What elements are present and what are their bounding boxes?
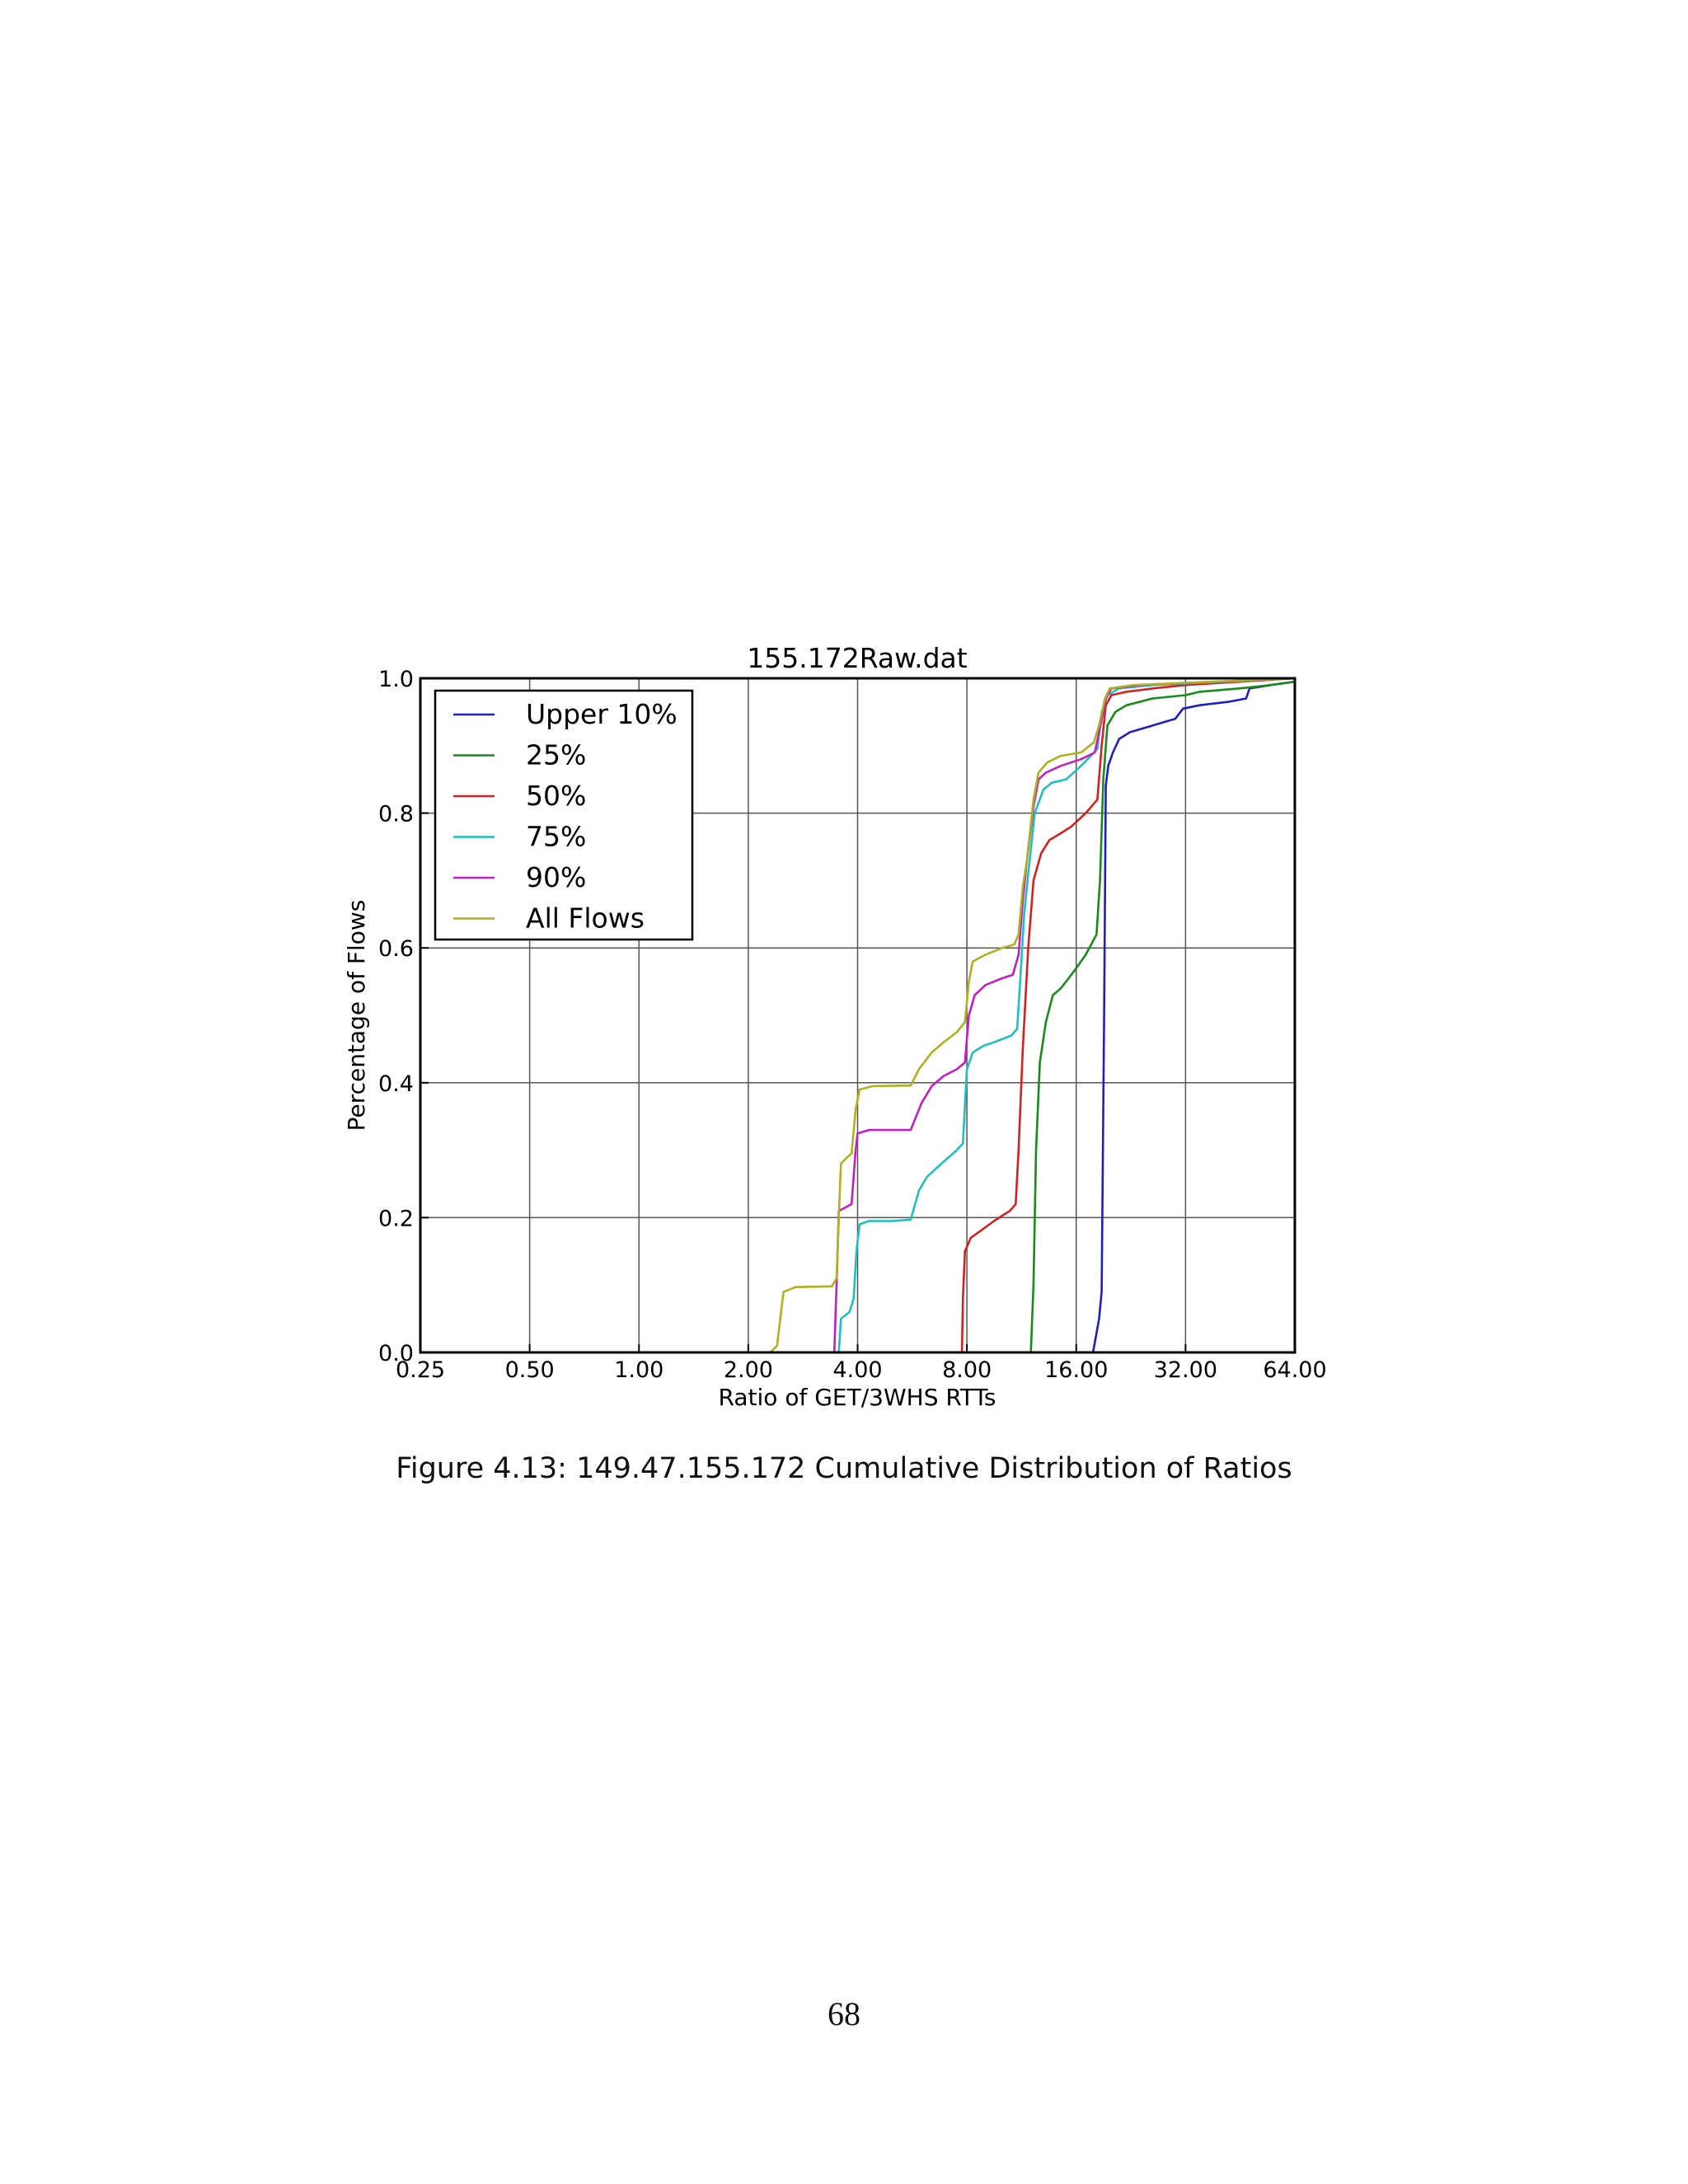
x-tick-label: 64.00 [1263,1357,1326,1383]
legend-label: 25% [526,739,586,771]
legend-label: 75% [526,821,586,853]
ticks: 0.25 0.50 1.00 2.00 4.00 8.00 16.00 32.00 64.00 0… [378,667,1327,1383]
figure-caption: Figure 4.13: 149.47.155.172 Cumulative D… [396,1452,1292,1485]
y-tick-label: 0.2 [378,1206,414,1231]
legend-label: 90% [526,861,586,893]
y-axis-label: Percentage of Flows [343,900,370,1132]
x-axis-label: Ratio of GET/3WHS RTTs [719,1384,996,1411]
x-tick-label: 0.50 [505,1357,555,1383]
y-tick-label: 0.8 [378,802,414,827]
x-tick-label: 2.00 [724,1357,773,1383]
y-tick-label: 0.6 [378,936,414,962]
series-line-0 [1091,680,1296,1353]
x-tick-label: 8.00 [942,1357,992,1383]
series-line-5 [769,677,1296,1353]
chart-title: 155.172Raw.dat [747,642,968,674]
x-tick-label: 16.00 [1044,1357,1108,1383]
series-line-3 [837,677,1296,1353]
y-tick-label: 0.0 [378,1341,414,1366]
x-tick-label: 1.00 [614,1357,663,1383]
series-lines [769,677,1296,1353]
y-tick-label: 0.4 [378,1071,414,1097]
page-number: 68 [828,1995,860,2032]
series-line-2 [960,677,1296,1353]
legend-label: 50% [526,780,586,812]
x-tick-label: 0.25 [396,1357,445,1383]
legend: Upper 10% 25% 50% 75% 90% All Flows [434,689,694,941]
legend-box [434,689,694,941]
x-tick-label: 4.00 [832,1357,882,1383]
legend-label: Upper 10% [526,698,678,730]
y-tick-label: 1.0 [378,667,414,692]
series-line-1 [1029,680,1296,1353]
series-line-4 [832,677,1296,1353]
x-tick-label: 32.00 [1154,1357,1217,1383]
legend-label: All Flows [526,902,645,935]
